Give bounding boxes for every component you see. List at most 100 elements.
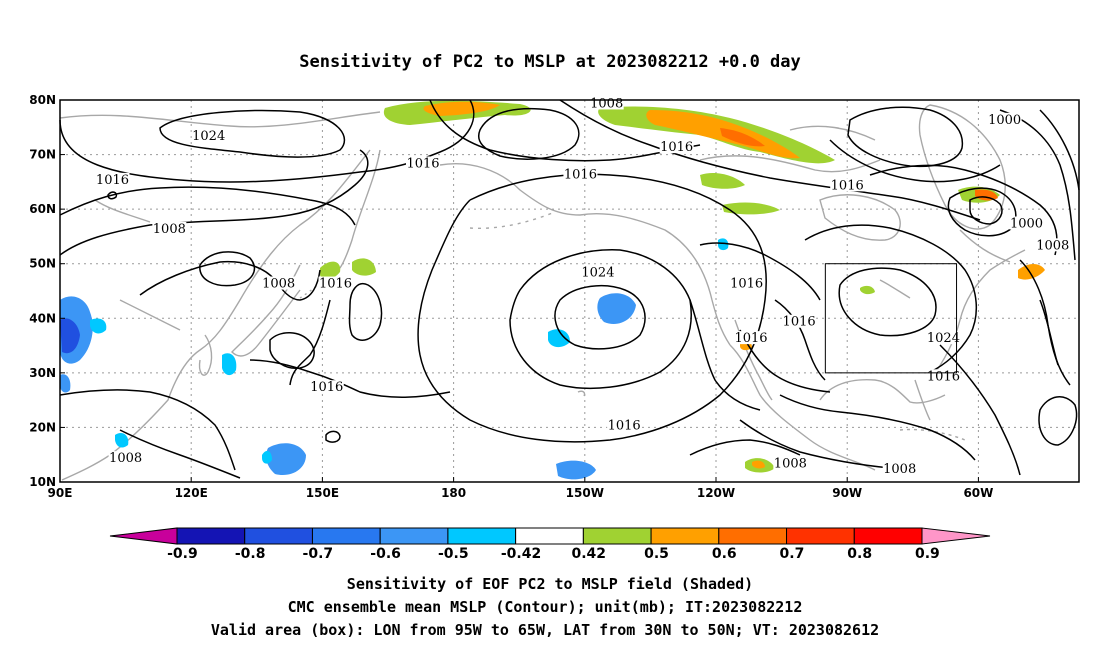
shade-green-japan (320, 261, 341, 280)
contour-label-6: 1016 (564, 167, 597, 182)
shade-cyan-npacific-high (597, 293, 636, 325)
contour-label-17: 1016 (734, 331, 767, 346)
contour-label-bg-3 (405, 156, 440, 170)
contour-label-11: 1008 (153, 222, 186, 237)
caption: Sensitivity of EOF PC2 to MSLP field (Sh… (211, 575, 879, 639)
colorbar-bin-3 (379, 527, 449, 545)
shade-cyan-npacific-west (548, 329, 570, 348)
colorbar-bin-6 (582, 527, 652, 545)
colorbar-label-3: -0.6 (370, 546, 401, 562)
shade-cyan-gulf-alaska (718, 238, 729, 251)
contour-label-13: 1016 (319, 277, 352, 292)
shade-green-kuril (352, 258, 376, 276)
contour-label-2: 1016 (96, 173, 129, 188)
contour-label-bg-23 (882, 462, 917, 476)
caption-line-3: Valid area (box): LON from 95W to 65W, L… (211, 621, 879, 639)
contour-label-20: 1024 (927, 331, 960, 346)
colorbar-label-11: 0.9 (915, 546, 940, 562)
colorbar-bin-4 (447, 527, 517, 545)
colorbar: -0.9 -0.8 -0.7 -0.6 -0.5 -0.42 0.42 0.5 0.6 0.7 0.… (109, 527, 991, 562)
contour-label-bg-15 (580, 265, 615, 279)
shade-cyan-philippines-edge (262, 450, 272, 464)
lat-label-6: 20N (29, 420, 56, 434)
colorbar-label-7: 0.5 (644, 546, 669, 562)
lon-label-5: 120W (697, 486, 735, 500)
lat-label-7: 10N (29, 475, 56, 489)
valid-area-box (824, 263, 958, 374)
colorbar-bin-1 (244, 527, 313, 545)
colorbar-label-1: -0.8 (235, 546, 266, 562)
shade-red-arctic-east (720, 128, 765, 147)
contour-label-5: 1016 (660, 140, 693, 155)
contour-label-bg-20 (926, 331, 961, 345)
contour-label-bg-1 (191, 129, 226, 143)
contour-label-bg-9 (1009, 216, 1044, 230)
lon-label-1: 120E (175, 486, 208, 500)
contour-label-21: 1016 (927, 369, 960, 384)
caption-line-1: Sensitivity of EOF PC2 to MSLP field (Sh… (347, 575, 753, 593)
shade-orange-atlantic (1018, 264, 1045, 280)
contour-label-bg-11 (152, 221, 187, 235)
colorbar-bin-10 (853, 527, 923, 545)
contour-label-bg-22 (773, 456, 808, 470)
contour-label-bg-18 (782, 314, 817, 328)
lat-label-5: 30N (29, 366, 56, 380)
contour-label-bg-0 (108, 451, 143, 465)
lat-label-1: 70N (29, 148, 56, 162)
contour-label-bg-19 (607, 418, 642, 432)
map-frame (59, 99, 1080, 483)
contour-label-14: 1016 (310, 380, 343, 395)
contour-label-10: 1008 (1036, 238, 1069, 253)
contour-label-4: 1008 (590, 96, 623, 111)
lat-label-4: 40N (29, 311, 56, 325)
contour-label-12: 1008 (262, 277, 295, 292)
contour-label-3: 1016 (406, 156, 439, 171)
contour-label-bg-5 (659, 140, 694, 154)
contour-label-bg-2 (95, 172, 130, 186)
map-background (60, 100, 1079, 482)
shade-green-hudson (722, 202, 780, 215)
shade-cyan-china-south (60, 374, 71, 393)
caption-line-2: CMC ensemble mean MSLP (Contour); unit(m… (288, 598, 803, 616)
lon-label-2: 150E (306, 486, 339, 500)
contour-label-bg-12 (261, 276, 296, 290)
contour-label-23: 1008 (883, 462, 916, 477)
contour-label-bg-6 (563, 167, 598, 181)
figure-title: Sensitivity of PC2 to MSLP at 2023082212… (299, 52, 801, 72)
contour-label-bg-17 (733, 331, 768, 345)
contour-labels: 1008 1024 1016 1016 1008 1016 1016 1016 1000 1000… (95, 96, 1070, 477)
colorbar-label-2: -0.7 (303, 546, 334, 562)
colorbar-high-cap (921, 527, 991, 545)
contour-label-bg-13 (318, 276, 353, 290)
colorbar-label-8: 0.6 (712, 546, 737, 562)
mslp-contours (59, 99, 1080, 479)
contour-label-22: 1008 (774, 457, 807, 472)
contour-label-16: 1016 (730, 277, 763, 292)
lat-label-0: 80N (29, 93, 56, 107)
lat-label-2: 60N (29, 202, 56, 216)
shade-orange-central-america-core (752, 460, 765, 469)
map-panel: 1008 1024 1016 1016 1008 1016 1016 1016 1000 1000… (29, 93, 1080, 500)
lat-label-3: 50N (29, 257, 56, 271)
colorbar-bin-2 (311, 527, 381, 545)
contour-label-7: 1016 (831, 178, 864, 193)
shade-cyan-philippines (266, 443, 306, 476)
colorbar-bin-8 (718, 527, 788, 545)
coastlines (59, 104, 1026, 481)
contour-label-18: 1016 (783, 315, 816, 330)
lon-label-4: 150W (566, 486, 604, 500)
shade-green-box (860, 285, 875, 295)
map-axes: 90E 120E 150E 180 150W 120W 90W 60W 80N 70N 60N 50N… (29, 93, 993, 500)
contour-label-bg-8 (987, 112, 1022, 126)
colorbar-label-0: -0.9 (167, 546, 198, 562)
colorbar-label-4: -0.5 (438, 546, 469, 562)
colorbar-low-cap (109, 527, 178, 545)
lon-label-3: 180 (441, 486, 466, 500)
colorbar-bin-7 (650, 527, 720, 545)
lon-label-7: 60W (963, 486, 993, 500)
colorbar-bin-0 (176, 527, 246, 545)
contour-label-15: 1024 (581, 266, 614, 281)
contour-label-1: 1024 (192, 129, 225, 144)
shade-green-canada (700, 173, 745, 189)
